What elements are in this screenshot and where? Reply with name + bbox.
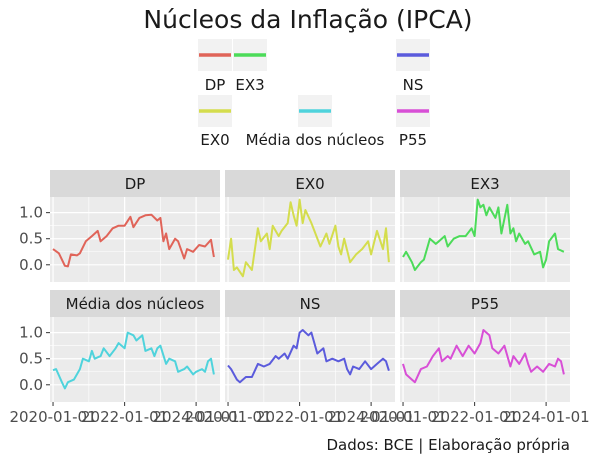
x-tick-label: 2020-01-01 [359,408,446,426]
panel-ns: NS [225,290,395,402]
y-tick-label: 0.5 [19,350,43,368]
legend-label: DP [205,76,226,94]
legend-item-p55: P55 [396,95,430,149]
y-tick-label: 1.0 [19,204,43,222]
plot-background [400,317,570,402]
x-tick-label: 2022-01-01 [256,408,343,426]
panel-ex3: EX3 [400,170,570,282]
strip-label: NS [300,295,321,313]
legend: DP EX3 NS EX0 Média dos núcleos P55 [198,39,430,149]
legend-item-dp: DP [198,39,232,94]
panel-media-dos-nucleos: Média dos núcleos [50,290,220,402]
y-tick-label: 0.0 [19,256,43,274]
x-tick-label: 2024-01-01 [328,408,415,426]
plot-background [225,197,395,282]
panel-ex0: EX0 [225,170,395,282]
plot-background [50,197,220,282]
chart-caption: Dados: BCE | Elaboração própria [326,436,570,454]
series-line-media-dos-nucleos [52,331,215,390]
series-line-ns [227,329,390,384]
strip-background [400,170,570,197]
chart-title: Núcleos da Inflação (IPCA) [143,5,472,34]
strip-label: EX3 [470,175,499,193]
x-tick-label: 2024-01-01 [153,408,240,426]
facet-panels: DP EX0 EX3 Média dos núcleos NS P55 [50,170,570,402]
x-tick-label: 2022-01-01 [81,408,168,426]
legend-label: EX0 [200,131,229,149]
axes: 0.00.51.00.00.51.02020-01-012022-01-0120… [9,204,589,426]
strip-label: Média dos núcleos [66,295,205,313]
strip-background [225,170,395,197]
strip-background [50,290,220,317]
x-tick-label: 2022-01-01 [431,408,518,426]
series-line-ex3 [402,198,565,271]
legend-label: EX3 [235,76,264,94]
strip-background [400,290,570,317]
panel-p55: P55 [400,290,570,402]
legend-item-media-dos-nucleos: Média dos núcleos [246,95,385,149]
strip-label: DP [125,175,146,193]
legend-item-ex0: EX0 [198,95,232,149]
series-line-ex0 [227,198,390,278]
strip-background [50,170,220,197]
series-line-dp [52,213,215,268]
panel-dp: DP [50,170,220,282]
legend-label: P55 [399,131,427,149]
strip-background [225,290,395,317]
y-tick-label: 1.0 [19,324,43,342]
y-tick-label: 0.5 [19,230,43,248]
plot-background [50,317,220,402]
legend-item-ex3: EX3 [233,39,267,94]
x-tick-label: 2020-01-01 [9,408,96,426]
plot-background [225,317,395,402]
y-tick-label: 0.0 [19,376,43,394]
legend-label: NS [403,76,424,94]
x-tick-label: 2024-01-01 [503,408,590,426]
legend-label: Média dos núcleos [246,131,385,149]
legend-item-ns: NS [396,39,430,94]
series-line-p55 [402,329,565,384]
strip-label: EX0 [295,175,324,193]
strip-label: P55 [471,295,499,313]
x-tick-label: 2020-01-01 [184,408,271,426]
